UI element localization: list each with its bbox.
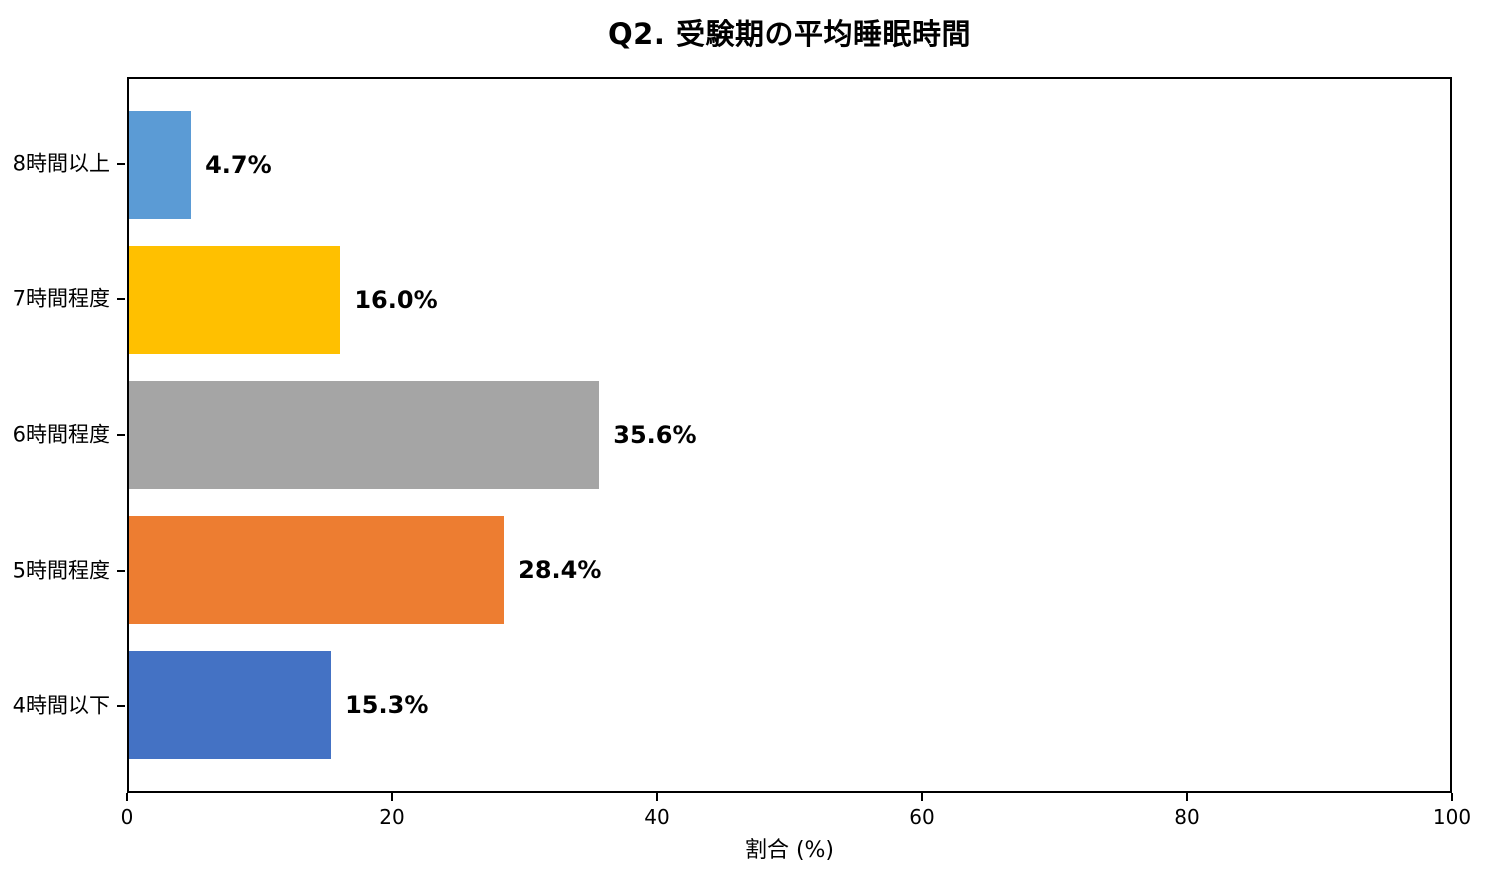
value-label: 28.4% [518,555,602,584]
y-tick-mark [117,569,125,572]
y-tick-label: 6時間程度 [12,422,110,447]
value-label: 35.6% [613,421,697,449]
y-tick-mark [117,298,125,301]
bar [129,515,505,624]
y-tick-label: 8時間以上 [12,151,110,176]
x-tick-mark [1186,793,1188,801]
y-tick-label: 7時間程度 [12,286,110,311]
x-tick-mark [1451,793,1453,801]
x-tick-mark [656,793,658,801]
x-tick-label: 0 [120,805,134,829]
bar [129,111,192,220]
bar [129,381,600,489]
y-tick-mark [117,434,125,436]
x-tick-mark [921,793,923,801]
x-tick-label: 100 [1432,805,1472,829]
y-tick-label: 5時間程度 [12,558,110,583]
value-label: 15.3% [345,690,429,719]
x-tick-label: 40 [644,805,670,829]
plot-area: 4.7% 16.0% 35.6% 28.4% 15.3% [127,77,1452,793]
value-label: 4.7% [205,151,272,180]
y-tick-label: 4時間以下 [12,693,110,718]
x-tick-label: 20 [379,805,405,829]
x-tick-mark [391,793,393,801]
bar [129,246,341,355]
x-axis: 割合 (%) 0 20 40 60 80 100 [121,793,1471,881]
value-label: 16.0% [354,286,438,315]
chart-title: Q2. 受験期の平均睡眠時間 [608,17,971,51]
x-tick-label: 60 [909,805,935,829]
x-axis-label: 割合 (%) [744,838,835,863]
y-tick-mark [117,162,125,165]
x-tick-label: 80 [1174,805,1200,829]
bar [129,650,332,759]
x-tick-mark [126,793,128,801]
y-axis: 8時間以上 7時間程度 6時間程度 5時間程度 4時間以下 [0,77,127,793]
y-tick-mark [117,705,125,708]
